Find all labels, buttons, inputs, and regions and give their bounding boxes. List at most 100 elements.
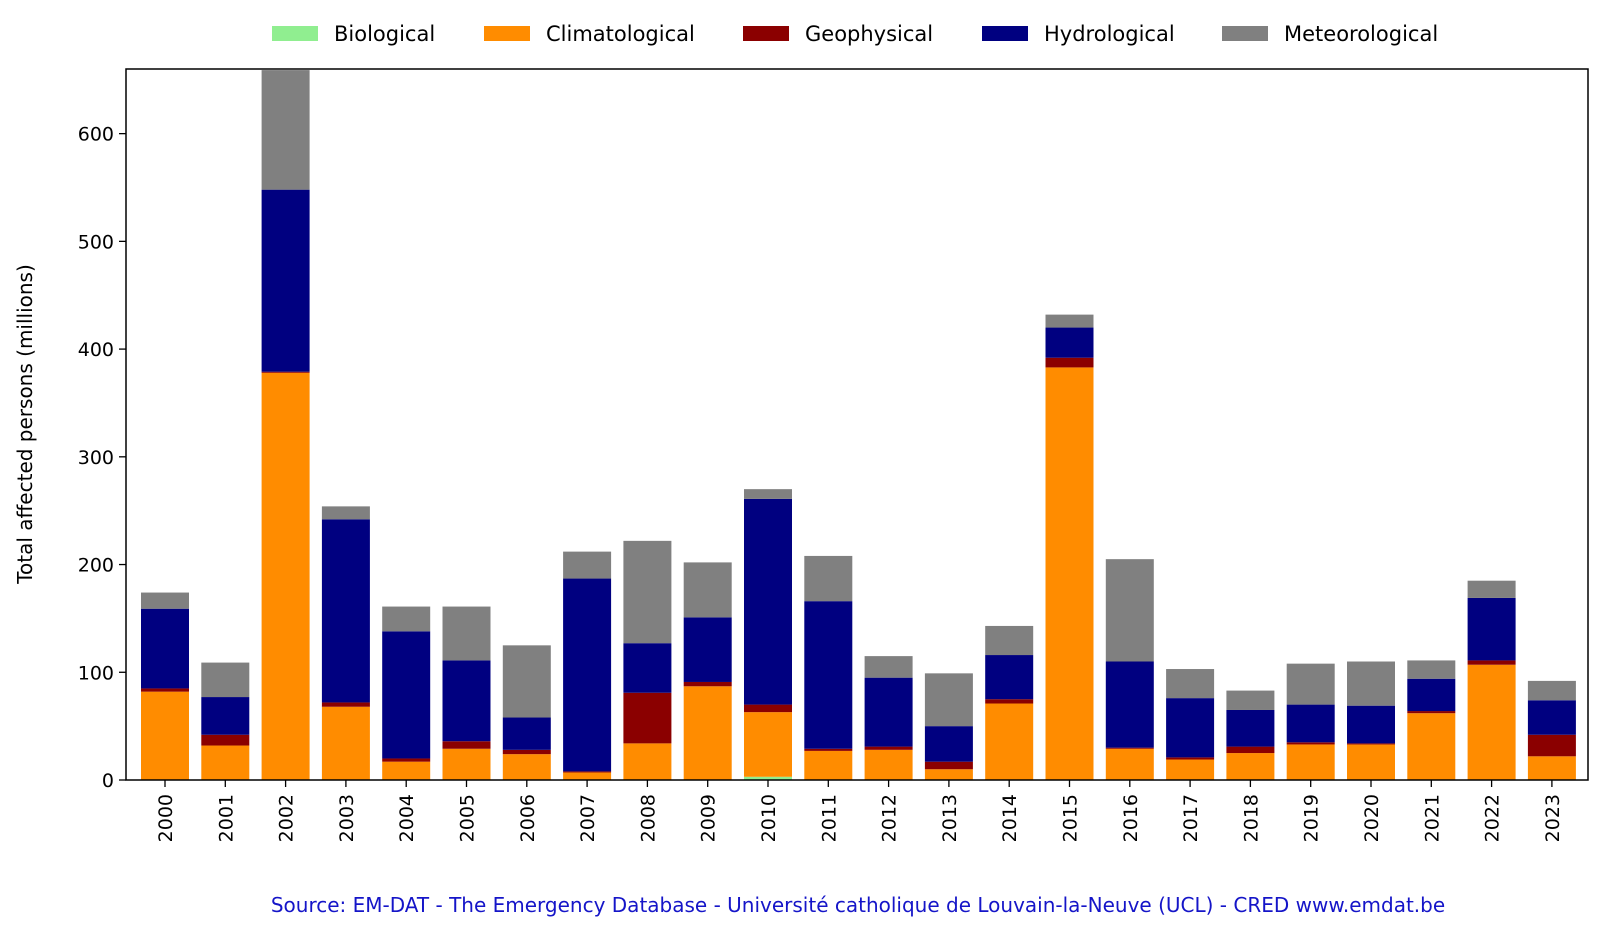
bar-meteorological-2020 [1347, 661, 1395, 706]
bar-geophysical-2019 [1286, 742, 1335, 745]
y-tick-label: 600 [78, 124, 114, 146]
bar-geophysical-2005 [442, 741, 491, 749]
bar-meteorological-2016 [1105, 559, 1154, 662]
bar-geophysical-2008 [623, 692, 672, 744]
bar-hydrological-2022 [1467, 597, 1516, 661]
y-tick-label: 300 [78, 447, 114, 469]
x-tick-label-2004: 2004 [396, 794, 418, 842]
bar-hydrological-2006 [502, 717, 551, 750]
bar-hydrological-2004 [382, 631, 431, 759]
bar-geophysical-2016 [1105, 747, 1154, 749]
x-tick-label-2021: 2021 [1421, 794, 1443, 842]
bar-meteorological-2009 [683, 562, 732, 618]
bars [141, 70, 1576, 780]
bar-hydrological-2000 [141, 608, 189, 689]
bar-hydrological-2021 [1407, 678, 1456, 712]
x-tick-label-2007: 2007 [577, 794, 599, 842]
source-credit: Source: EM-DAT - The Emergency Database … [271, 893, 1445, 917]
bar-hydrological-2018 [1226, 709, 1275, 747]
bar-geophysical-2021 [1407, 711, 1456, 714]
bar-geophysical-2013 [924, 761, 973, 770]
legend-label-geophysical: Geophysical [805, 22, 933, 46]
bar-climatological-2012 [864, 749, 913, 780]
legend: Biological Climatological Geophysical Hydro… [272, 22, 1438, 46]
bar-geophysical-2012 [864, 746, 913, 750]
bar-climatological-2005 [442, 748, 491, 780]
bar-hydrological-2005 [442, 660, 491, 742]
x-tick-label-2020: 2020 [1361, 794, 1383, 842]
bar-climatological-2006 [502, 754, 551, 780]
bar-climatological-2011 [804, 750, 853, 780]
x-tick-label-2011: 2011 [818, 794, 840, 842]
bar-geophysical-2018 [1226, 746, 1275, 754]
bar-hydrological-2013 [924, 726, 973, 762]
y-tick-label: 400 [78, 339, 114, 361]
x-tick-label-2010: 2010 [758, 794, 780, 842]
y-tick-label: 200 [78, 555, 114, 577]
bar-hydrological-2009 [683, 617, 732, 682]
bar-meteorological-2012 [864, 656, 913, 678]
bar-hydrological-2014 [985, 655, 1034, 700]
bar-climatological-2013 [924, 769, 973, 780]
bar-geophysical-2007 [563, 771, 612, 773]
x-tick-label-2012: 2012 [879, 794, 901, 842]
y-axis-label: Total affected persons (millions) [13, 264, 37, 585]
bar-climatological-2023 [1527, 756, 1576, 780]
bar-meteorological-2004 [382, 606, 431, 632]
bar-geophysical-2011 [804, 748, 853, 751]
bar-climatological-2016 [1105, 748, 1154, 780]
bar-climatological-2018 [1226, 753, 1275, 780]
bar-geophysical-2000 [141, 688, 189, 692]
bar-geophysical-2006 [502, 749, 551, 755]
legend-label-climatological: Climatological [546, 22, 695, 46]
bar-meteorological-2007 [563, 551, 612, 579]
bar-geophysical-2004 [382, 758, 431, 762]
bar-meteorological-2006 [502, 645, 551, 718]
y-tick-label: 500 [78, 231, 114, 253]
bar-climatological-2019 [1286, 744, 1335, 780]
bar-meteorological-2003 [321, 506, 370, 520]
bar-meteorological-2002 [261, 70, 310, 190]
y-tick-label: 0 [102, 770, 114, 792]
legend-swatch-meteorological [1222, 26, 1268, 41]
bar-climatological-2015 [1045, 367, 1094, 780]
x-tick-label-2018: 2018 [1240, 794, 1262, 842]
bar-meteorological-2022 [1467, 580, 1516, 598]
legend-label-hydrological: Hydrological [1044, 22, 1175, 46]
bar-climatological-2022 [1467, 664, 1516, 780]
bar-hydrological-2020 [1347, 705, 1395, 744]
bar-geophysical-2010 [744, 704, 792, 713]
bar-climatological-2010 [744, 712, 792, 777]
bar-hydrological-2016 [1105, 661, 1154, 748]
bar-climatological-2008 [623, 743, 672, 780]
bar-geophysical-2015 [1045, 357, 1094, 368]
y-tick-label: 100 [78, 662, 114, 684]
bar-hydrological-2011 [804, 601, 853, 749]
x-tick-label-2001: 2001 [215, 794, 237, 842]
y-axis: 0 100 200 300 400 500 600 [78, 124, 126, 792]
legend-label-meteorological: Meteorological [1284, 22, 1438, 46]
bar-meteorological-2011 [804, 555, 853, 602]
x-tick-label-2016: 2016 [1120, 794, 1142, 842]
bar-climatological-2007 [563, 772, 612, 780]
x-tick-label-2003: 2003 [336, 794, 358, 842]
bar-meteorological-2015 [1045, 314, 1094, 328]
x-tick-label-2009: 2009 [698, 794, 720, 842]
bar-geophysical-2001 [201, 734, 250, 746]
bar-geophysical-2020 [1347, 743, 1395, 745]
bar-meteorological-2014 [985, 625, 1034, 656]
x-tick-label-2013: 2013 [939, 794, 961, 842]
bar-meteorological-2008 [623, 540, 672, 644]
bar-geophysical-2002 [261, 371, 310, 373]
x-axis: 2000 2001 2002 2003 2004 2005 2006 2007 2008 2009… [155, 780, 1564, 842]
bar-hydrological-2001 [201, 697, 250, 735]
bar-meteorological-2010 [744, 489, 792, 499]
bar-hydrological-2010 [744, 498, 792, 705]
bar-geophysical-2003 [321, 702, 370, 707]
bar-climatological-2009 [683, 686, 732, 780]
bar-climatological-2003 [321, 706, 370, 780]
bar-meteorological-2018 [1226, 690, 1275, 710]
bar-climatological-2021 [1407, 713, 1456, 780]
bar-biological-2010 [744, 776, 792, 780]
bar-hydrological-2002 [261, 189, 310, 372]
